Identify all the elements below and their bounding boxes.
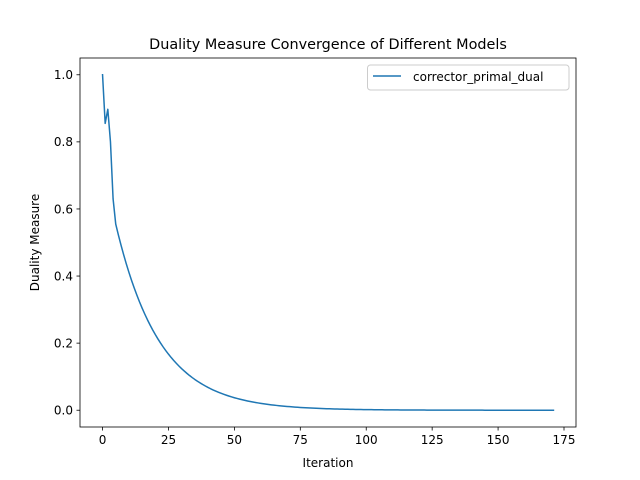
y-axis-ticks: 0.0 0.2 0.4 0.6 0.8 1.0 [54, 68, 80, 418]
x-tick-label: 175 [553, 433, 576, 447]
y-tick-label: 0.0 [54, 404, 73, 418]
legend-label-corrector-primal-dual: corrector_primal_dual [413, 70, 543, 84]
plot-background [80, 58, 576, 427]
y-tick-label: 0.6 [54, 202, 73, 216]
y-tick-label: 0.8 [54, 135, 73, 149]
y-tick-label: 1.0 [54, 68, 73, 82]
y-tick-label: 0.4 [54, 269, 73, 283]
y-tick-label: 0.2 [54, 336, 73, 350]
x-tick-label: 125 [421, 433, 444, 447]
y-axis-label: Duality Measure [28, 194, 42, 292]
x-tick-label: 150 [487, 433, 510, 447]
plot-area [80, 58, 576, 427]
x-axis-label: Iteration [303, 456, 354, 470]
axes-frame [79, 57, 577, 428]
series-layer [101, 73, 555, 411]
axes: 0 25 50 75 100 125 150 175 0.0 0.2 0.4 0.6 0.8 1.0 [54, 57, 577, 447]
x-tick-label: 50 [227, 433, 242, 447]
legend-box [367, 64, 570, 91]
x-tick-label: 25 [161, 433, 176, 447]
x-tick-label: 100 [355, 433, 378, 447]
series-line-corrector-primal-dual [101, 73, 555, 411]
x-tick-label: 75 [293, 433, 308, 447]
chart-title: Duality Measure Convergence of Different… [149, 37, 507, 53]
x-tick-label: 0 [99, 433, 107, 447]
x-axis-ticks: 0 25 50 75 100 125 150 175 [99, 427, 576, 447]
legend: corrector_primal_dual [367, 64, 570, 91]
